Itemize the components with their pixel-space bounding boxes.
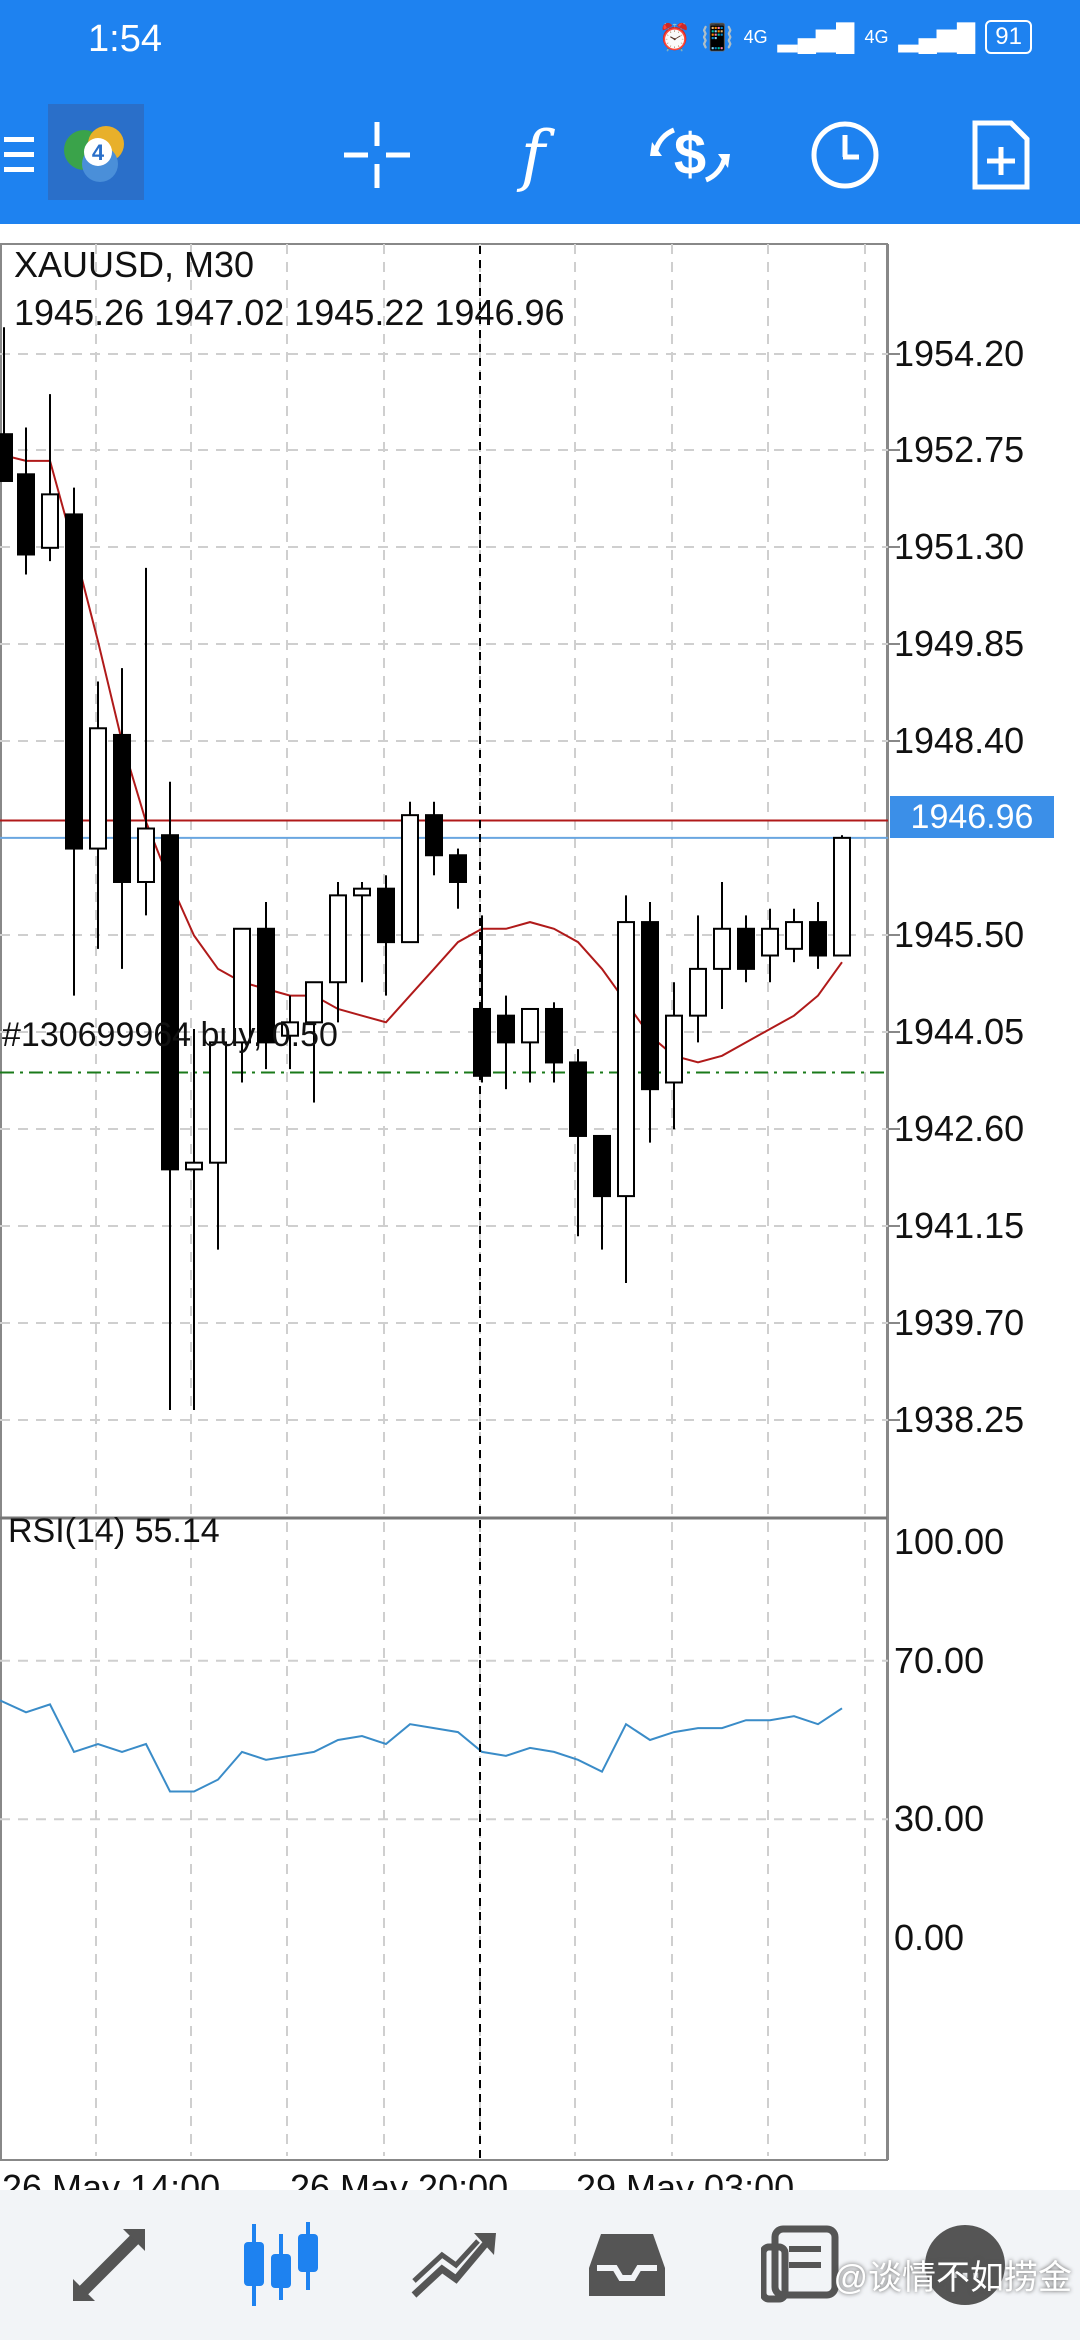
svg-text:4: 4: [92, 140, 105, 165]
crosshair-icon[interactable]: [332, 110, 422, 200]
candle-body: [65, 513, 83, 850]
candle-body: [377, 887, 395, 944]
time-axis-label: 26 May 20:00: [290, 2167, 508, 2190]
price-axis-label: 1951.30: [894, 526, 1024, 567]
price-chart[interactable]: 1954.20 1952.75 1951.30 1949.85 1948.40 1945.…: [0, 224, 1080, 2208]
candle-body: [113, 733, 131, 883]
svg-text:…: …: [948, 2248, 982, 2286]
signal-bars-icon: ▂▄▆█: [898, 21, 976, 52]
moving-average-line: [0, 453, 843, 1064]
new-order-document-icon[interactable]: [956, 110, 1046, 200]
vibrate-icon: 📳: [701, 21, 734, 52]
hamburger-menu-icon[interactable]: [0, 110, 40, 200]
price-axis-label: 1952.75: [894, 429, 1024, 470]
chart-candles-icon[interactable]: [226, 2210, 336, 2320]
chart-area[interactable]: 1954.20 1952.75 1951.30 1949.85 1948.40 1945.…: [0, 224, 1080, 2208]
currency-exchange-icon[interactable]: $: [645, 110, 735, 200]
rsi-line: [0, 1699, 843, 1793]
candle-body: [593, 1134, 611, 1198]
candle-body: [281, 1021, 299, 1037]
candle-body: [329, 894, 347, 984]
candle-body: [305, 981, 323, 1024]
candle-body: [809, 921, 827, 957]
rsi-label: RSI(14) 55.14: [8, 1512, 220, 1550]
rsi-axis-label: 0.00: [894, 1917, 964, 1958]
price-axis-label: 1939.70: [894, 1302, 1024, 1343]
candle-body: [0, 433, 13, 482]
status-bar: 1:54 ⏰ 📳 4G ▂▄▆█ 4G ▂▄▆█ 91: [0, 0, 1080, 86]
price-axis-label: 1948.40: [894, 720, 1024, 761]
price-axis-label: 1949.85: [894, 623, 1024, 664]
price-axis-label: 1945.50: [894, 914, 1024, 955]
metatrader-logo-icon[interactable]: 4: [48, 104, 144, 200]
candle-body: [257, 927, 275, 1044]
signal-4g-2: 4G: [864, 26, 889, 47]
candle-body: [617, 921, 635, 1198]
bottom-navigation: …: [0, 2190, 1080, 2340]
rsi-axis-label: 30.00: [894, 1798, 984, 1839]
status-icons: ⏰ 📳 4G ▂▄▆█ 4G ▂▄▆█ 91: [659, 20, 1032, 54]
indicators-f-icon[interactable]: f: [520, 116, 546, 194]
price-axis-label: 1938.25: [894, 1399, 1024, 1440]
candle-body: [449, 854, 467, 883]
alarm-icon: ⏰: [658, 21, 692, 52]
candle-body: [545, 1007, 563, 1064]
candle-body: [569, 1061, 587, 1137]
chart-frame: [0, 243, 888, 2161]
candle-body: [233, 927, 251, 1044]
trade-line-icon[interactable]: [398, 2210, 508, 2320]
candle-body: [689, 967, 707, 1017]
candle-body: [17, 473, 35, 556]
rsi-axis-label: 100.00: [894, 1521, 1004, 1562]
timeframe-clock-icon[interactable]: [800, 110, 890, 200]
signal-4g-1: 4G: [743, 26, 768, 47]
candle-body: [497, 1014, 515, 1044]
candle-body: [137, 827, 155, 883]
candle-body: [425, 814, 443, 857]
candle-body: [89, 727, 107, 850]
candle-body: [209, 1041, 227, 1164]
candle-body: [353, 887, 371, 897]
candle-body: [185, 1161, 203, 1171]
watermark-text: @谈情不如捞金: [833, 2259, 1072, 2297]
time-axis-label: 29 May 03:00: [576, 2167, 794, 2190]
chart-toolbar: 4 f $: [0, 86, 1080, 224]
candle-body: [473, 1007, 491, 1077]
price-axis-label: 1944.05: [894, 1011, 1024, 1052]
symbol-label: XAUUSD, M30: [14, 244, 255, 285]
candle-body: [641, 921, 659, 1091]
signal-bars-icon: ▂▄▆█: [777, 21, 855, 52]
candle-body: [761, 927, 779, 957]
messages-icon[interactable]: …: [910, 2210, 1020, 2320]
news-icon[interactable]: [746, 2210, 856, 2320]
candle-body: [665, 1014, 683, 1084]
status-time: 1:54: [88, 18, 162, 60]
svg-text:$: $: [674, 122, 706, 187]
price-axis-label: 1954.20: [894, 333, 1024, 374]
quotes-arrows-icon[interactable]: [54, 2210, 164, 2320]
candle-body: [737, 927, 755, 970]
time-axis-label: 26 May 14:00: [2, 2167, 220, 2190]
ohlc-values: 1945.26 1947.02 1945.22 1946.96: [14, 292, 565, 333]
candle-body: [521, 1007, 539, 1044]
rsi-axis-label: 70.00: [894, 1640, 984, 1681]
order-label[interactable]: #130699964 buy, 0.50: [2, 1016, 338, 1054]
candle-body: [785, 921, 803, 950]
price-axis-label: 1942.60: [894, 1108, 1024, 1149]
current-price-label: 1946.96: [890, 796, 1054, 838]
candle-body: [401, 814, 419, 944]
candle-body: [833, 836, 851, 957]
candle-body: [161, 834, 179, 1171]
candle-body: [713, 927, 731, 970]
candle-body: [41, 493, 59, 549]
battery-indicator: 91: [985, 20, 1032, 54]
history-inbox-icon[interactable]: [572, 2210, 682, 2320]
price-axis-label: 1941.15: [894, 1205, 1024, 1246]
